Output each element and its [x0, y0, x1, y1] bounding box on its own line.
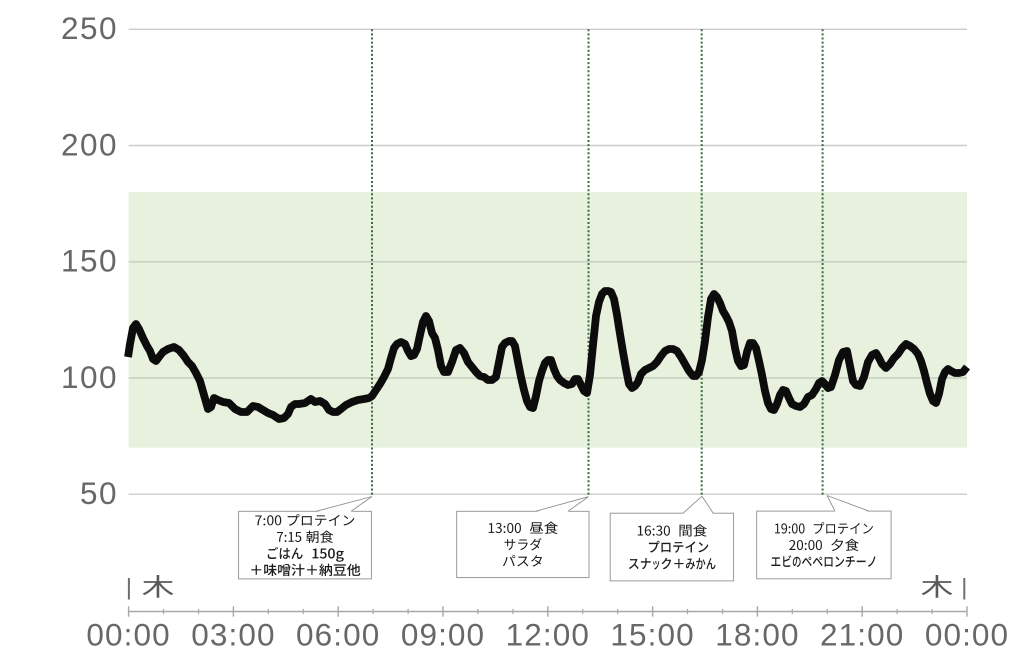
svg-text:150: 150: [61, 243, 118, 279]
svg-text:00:00: 00:00: [86, 617, 170, 653]
svg-text:09:00: 09:00: [401, 617, 485, 653]
svg-text:18:00: 18:00: [715, 617, 799, 653]
svg-text:06:00: 06:00: [296, 617, 380, 653]
svg-text:00:00: 00:00: [925, 617, 1009, 653]
svg-text:200: 200: [61, 126, 118, 162]
svg-text:250: 250: [61, 10, 118, 46]
svg-text:50: 50: [80, 475, 118, 511]
svg-text:03:00: 03:00: [191, 617, 275, 653]
svg-text:21:00: 21:00: [820, 617, 904, 653]
svg-text:12:00: 12:00: [506, 617, 590, 653]
svg-text:100: 100: [61, 359, 118, 395]
svg-text:15:00: 15:00: [610, 617, 694, 653]
